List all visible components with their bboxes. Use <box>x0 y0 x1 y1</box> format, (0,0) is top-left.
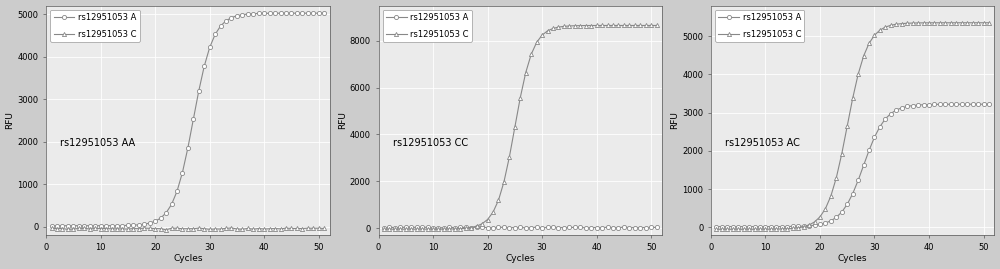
rs12951053 C <box>574 24 586 27</box>
rs12951053 A <box>645 226 657 229</box>
rs12951053 A <box>318 12 330 15</box>
rs12951053 A <box>465 226 477 229</box>
Y-axis label: RFU: RFU <box>6 111 15 129</box>
Legend: rs12951053 A, rs12951053 C: rs12951053 A, rs12951053 C <box>715 10 804 42</box>
rs12951053 A <box>770 225 782 228</box>
Y-axis label: RFU: RFU <box>338 111 347 129</box>
rs12951053 A <box>978 102 990 106</box>
rs12951053 C <box>160 228 172 231</box>
rs12951053 A <box>378 226 390 229</box>
rs12951053 A <box>313 12 325 15</box>
rs12951053 A <box>471 225 483 229</box>
rs12951053 C <box>798 225 810 228</box>
rs12951053 A <box>460 226 472 229</box>
rs12951053 C <box>313 226 325 230</box>
rs12951053 C <box>558 25 570 28</box>
rs12951053 C <box>460 227 472 230</box>
rs12951053 A <box>798 225 810 228</box>
Line: rs12951053 A: rs12951053 A <box>49 11 326 228</box>
rs12951053 A <box>520 226 532 229</box>
rs12951053 C <box>645 24 657 27</box>
rs12951053 C <box>225 226 237 229</box>
X-axis label: Cycles: Cycles <box>838 254 867 263</box>
rs12951053 C <box>378 228 390 231</box>
rs12951053 A <box>890 108 902 112</box>
rs12951053 C <box>651 24 663 27</box>
X-axis label: Cycles: Cycles <box>173 254 203 263</box>
rs12951053 C <box>438 228 450 231</box>
rs12951053 A <box>651 226 663 229</box>
rs12951053 C <box>978 21 990 24</box>
rs12951053 A <box>983 102 995 106</box>
Text: rs12951053 AA: rs12951053 AA <box>60 138 135 148</box>
Y-axis label: RFU: RFU <box>670 111 679 129</box>
rs12951053 C <box>907 22 919 25</box>
Text: rs12951053 CC: rs12951053 CC <box>393 138 468 148</box>
rs12951053 A <box>907 104 919 107</box>
rs12951053 C <box>318 227 330 230</box>
rs12951053 A <box>242 12 254 16</box>
Line: rs12951053 A: rs12951053 A <box>714 102 991 229</box>
Legend: rs12951053 A, rs12951053 C: rs12951053 A, rs12951053 C <box>383 10 472 42</box>
X-axis label: Cycles: Cycles <box>506 254 535 263</box>
rs12951053 C <box>792 226 804 229</box>
rs12951053 A <box>792 225 804 228</box>
Legend: rs12951053 A, rs12951053 C: rs12951053 A, rs12951053 C <box>50 10 140 42</box>
rs12951053 A <box>46 224 58 227</box>
Text: rs12951053 AC: rs12951053 AC <box>725 138 800 148</box>
rs12951053 A <box>585 226 597 229</box>
Line: rs12951053 C: rs12951053 C <box>714 21 991 231</box>
Line: rs12951053 A: rs12951053 A <box>382 225 659 230</box>
rs12951053 C <box>983 21 995 24</box>
rs12951053 C <box>133 227 145 230</box>
rs12951053 C <box>236 228 248 231</box>
rs12951053 C <box>46 227 58 230</box>
rs12951053 A <box>225 16 237 19</box>
rs12951053 C <box>106 227 118 231</box>
rs12951053 A <box>438 226 450 229</box>
rs12951053 A <box>106 224 118 227</box>
Line: rs12951053 C: rs12951053 C <box>49 226 326 232</box>
rs12951053 C <box>770 228 782 231</box>
rs12951053 C <box>890 23 902 26</box>
rs12951053 A <box>710 225 722 228</box>
rs12951053 C <box>127 227 139 230</box>
rs12951053 C <box>710 228 722 231</box>
rs12951053 A <box>127 224 139 227</box>
rs12951053 A <box>133 223 145 226</box>
rs12951053 C <box>465 226 477 229</box>
rs12951053 A <box>569 226 581 229</box>
rs12951053 C <box>253 227 265 230</box>
Line: rs12951053 C: rs12951053 C <box>382 23 659 231</box>
